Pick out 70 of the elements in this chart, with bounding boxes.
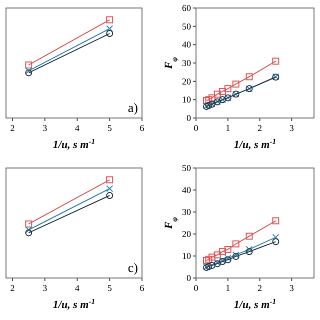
- y-tick-label: 10: [182, 251, 192, 261]
- point: [224, 85, 232, 92]
- point: [203, 256, 210, 264]
- point: [25, 229, 32, 236]
- point: [214, 90, 221, 98]
- point: [272, 58, 280, 65]
- x-tick-label: 3: [289, 123, 294, 133]
- y-tick-label: 40: [182, 185, 192, 195]
- point: [246, 73, 253, 80]
- x-tick-label: 5: [107, 283, 112, 293]
- point: [224, 246, 232, 253]
- y-tick-label: 10: [182, 94, 192, 105]
- point: [208, 262, 216, 269]
- point: [25, 226, 32, 234]
- point: [272, 238, 280, 246]
- x-axis-title: 1/u, s m$^{-1}$: [52, 136, 96, 151]
- point: [205, 96, 212, 104]
- x-tick-label: 1: [226, 283, 230, 293]
- y-tick-label: 50: [182, 163, 192, 173]
- y-tick-label: 30: [182, 58, 192, 68]
- y-tick-label: 30: [182, 207, 192, 217]
- annotation: a): [128, 100, 138, 115]
- point: [272, 217, 280, 224]
- point: [246, 248, 253, 256]
- point: [246, 246, 253, 253]
- x-tick-label: 0: [194, 123, 199, 133]
- point: [246, 232, 253, 240]
- point: [106, 25, 114, 32]
- x-tick-label: 2: [258, 283, 262, 293]
- point: [232, 80, 240, 88]
- point: [272, 234, 280, 241]
- point: [208, 94, 216, 102]
- y-tick-label: 60: [182, 3, 192, 13]
- point: [205, 256, 212, 263]
- y-tick-label: 50: [182, 21, 192, 32]
- point: [218, 248, 226, 256]
- point: [218, 88, 226, 95]
- x-tick-label: 2: [10, 123, 15, 133]
- y-tick-label: 0: [186, 273, 192, 283]
- point: [203, 97, 210, 104]
- x-tick-label: 0: [194, 283, 199, 293]
- x-tick-label: 4: [74, 283, 80, 293]
- y-tick-label: 20: [182, 76, 192, 86]
- y-tick-label: 40: [182, 40, 192, 50]
- point: [106, 30, 114, 38]
- x-tick-label: 3: [289, 283, 294, 293]
- x-axis-title: 1/u, s m$^{-1}$: [52, 296, 96, 311]
- point: [106, 16, 114, 24]
- point: [106, 176, 114, 184]
- point: [214, 251, 221, 258]
- x-axis-title: 1/u, s m$^{-1}$: [234, 296, 276, 311]
- point: [25, 220, 32, 228]
- point: [208, 254, 216, 261]
- x-tick-label: 2: [258, 123, 262, 133]
- x-tick-label: 6: [140, 123, 145, 133]
- y-tick-label: 0: [186, 113, 192, 123]
- x-tick-label: 3: [42, 123, 48, 133]
- y-tick-label: 20: [182, 229, 192, 239]
- x-tick-label: 5: [107, 123, 112, 133]
- x-tick-label: 3: [42, 283, 48, 293]
- x-tick-label: 2: [10, 283, 15, 293]
- x-tick-label: 6: [140, 283, 145, 293]
- x-tick-label: 1: [226, 123, 230, 133]
- x-tick-label: 4: [74, 123, 80, 133]
- point: [106, 192, 114, 199]
- point: [25, 61, 32, 68]
- point: [106, 185, 114, 192]
- annotation: c): [128, 260, 138, 275]
- x-axis-title: 1/u, s m$^{-1}$: [234, 136, 276, 151]
- point: [232, 240, 240, 248]
